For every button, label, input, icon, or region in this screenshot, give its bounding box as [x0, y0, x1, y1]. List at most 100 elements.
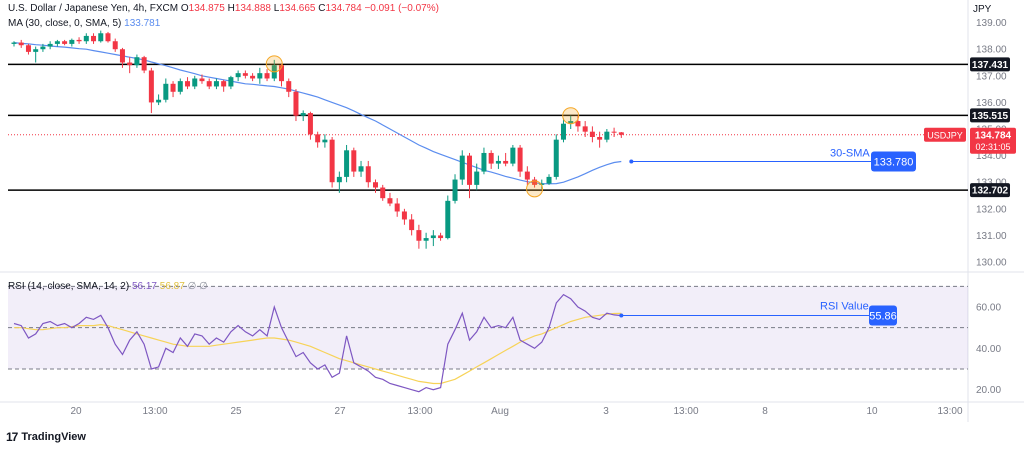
- low-value: 134.665: [279, 3, 316, 14]
- candle-body: [546, 176, 552, 184]
- time-tick-label: 27: [334, 406, 346, 417]
- candle-body: [250, 75, 256, 79]
- rsi-line: [13, 293, 622, 393]
- current-price-label: 134.784: [975, 130, 1012, 141]
- candle-body: [206, 81, 212, 87]
- touch-marker: [526, 180, 544, 198]
- high-label: H: [227, 3, 235, 14]
- candle-body: [459, 155, 465, 180]
- price-tick-label: 132.00: [976, 204, 1007, 215]
- ma-legend-label: MA (30, close, 0, SMA, 5): [8, 18, 122, 29]
- candle-body: [112, 41, 118, 50]
- time-tick-label: 20: [70, 406, 82, 417]
- candle-body: [257, 73, 263, 79]
- candle-body: [279, 65, 285, 82]
- candle-body: [344, 150, 350, 177]
- candle-body: [185, 81, 191, 87]
- rsi-legend-extra: ∅ ∅: [187, 281, 208, 292]
- time-tick-label: Aug: [491, 406, 509, 417]
- candle-body: [589, 131, 595, 137]
- candle-body: [409, 219, 415, 231]
- rsi-tick-label: 40.00: [976, 344, 1001, 355]
- ma-line: [13, 42, 622, 185]
- candle-body: [54, 41, 60, 44]
- candle-body: [517, 147, 523, 172]
- candle-body: [488, 152, 494, 164]
- candle-body: [62, 41, 68, 44]
- open-label: O: [180, 3, 189, 14]
- candle-body: [438, 235, 444, 239]
- candle-body: [503, 160, 509, 164]
- candle-body: [293, 91, 299, 116]
- rsi-sma-legend-value: 56.87: [159, 281, 185, 292]
- candle-body: [568, 121, 574, 124]
- touch-marker: [265, 55, 283, 73]
- candle-body: [18, 42, 24, 46]
- level-price-tag: [970, 183, 1010, 198]
- candle-body: [560, 123, 566, 140]
- candle-body: [91, 35, 97, 42]
- candle-body: [597, 137, 603, 140]
- candle-body: [373, 182, 378, 188]
- candle-body: [495, 160, 501, 164]
- candle-body: [199, 78, 205, 82]
- time-tick-label: 8: [762, 406, 768, 417]
- candle-body: [25, 45, 31, 52]
- level-price-label: 135.515: [972, 111, 1009, 122]
- candle-body: [40, 46, 46, 50]
- time-tick-label: 25: [230, 406, 242, 417]
- candle-body: [76, 39, 82, 42]
- candle-body: [423, 238, 429, 241]
- candle-body: [336, 176, 342, 183]
- rsi-legend-value: 56.17: [131, 281, 157, 292]
- candle-body: [394, 203, 400, 212]
- candle-body: [481, 152, 487, 172]
- time-tick-label: 3: [603, 406, 609, 417]
- candle-body: [416, 230, 422, 241]
- candle-body: [235, 73, 241, 78]
- ma-callout-text: 30-SMA: [830, 147, 870, 159]
- candle-body: [105, 33, 111, 42]
- candle-body: [127, 62, 133, 66]
- candle-body: [539, 183, 545, 185]
- candle-body: [141, 57, 147, 71]
- candle-body: [148, 70, 154, 103]
- candle-body: [358, 166, 364, 172]
- symbol-tag: [924, 127, 966, 142]
- candle-body: [351, 150, 357, 172]
- candle-body: [156, 99, 162, 103]
- level-price-label: 132.702: [972, 186, 1009, 197]
- candle-body: [387, 198, 393, 204]
- rsi-tick-label: 60.00: [976, 303, 1001, 314]
- time-tick-label: 13:00: [142, 406, 167, 417]
- close-value: 134.784: [325, 3, 362, 14]
- candle-body: [575, 121, 581, 127]
- time-tick-label: 13:00: [673, 406, 698, 417]
- candle-body: [553, 139, 559, 177]
- candle-body: [192, 78, 198, 87]
- rsi-callout-text: RSI Value: [820, 301, 869, 313]
- candle-body: [322, 139, 328, 143]
- candle-body: [69, 39, 75, 44]
- candle-body: [11, 42, 17, 44]
- candle-body: [221, 81, 227, 87]
- price-tick-label: 130.00: [976, 258, 1007, 269]
- candle-body: [474, 171, 480, 185]
- ma-legend-value: 133.781: [124, 18, 161, 29]
- candle-body: [47, 43, 53, 47]
- tradingview-brand: TradingView: [21, 431, 86, 443]
- candle-body: [365, 166, 371, 183]
- candle-body: [83, 35, 89, 42]
- candle-body: [466, 155, 472, 185]
- candle-body: [213, 81, 219, 87]
- tradingview-logo[interactable]: 17 TradingView: [6, 430, 86, 444]
- symbol-tag-label: USDJPY: [927, 130, 963, 140]
- candle-body: [307, 113, 313, 135]
- price-axis-currency: JPY: [973, 4, 992, 15]
- candle-body: [134, 57, 140, 66]
- level-price-label: 137.431: [972, 60, 1009, 71]
- candle-body: [452, 179, 458, 201]
- price-tick-label: 137.00: [976, 71, 1007, 82]
- high-value: 134.888: [234, 3, 271, 14]
